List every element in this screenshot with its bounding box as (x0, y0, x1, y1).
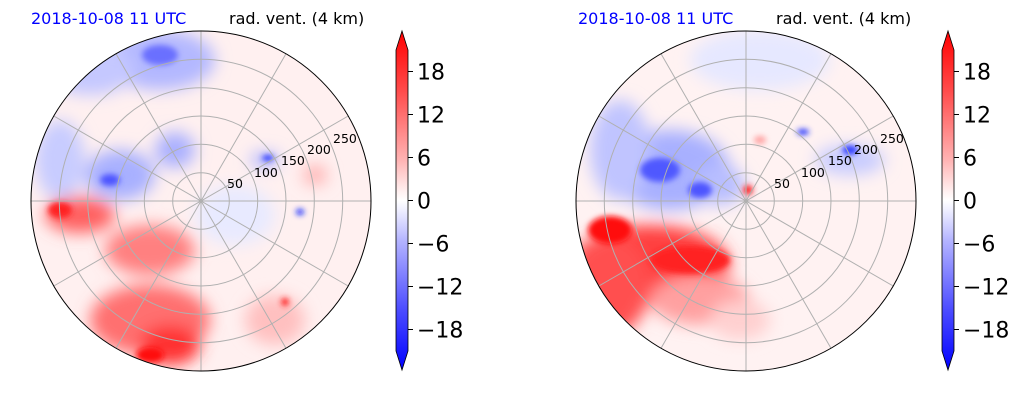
colorbar-tick-label: −12 (417, 276, 463, 301)
colorbar-tick-label: −6 (417, 233, 449, 258)
colorbar-tick-label: 12 (963, 104, 991, 129)
right-grid (576, 31, 916, 371)
right-contour-field (576, 31, 916, 371)
left-panel-title-date: 2018-10-08 11 UTC (31, 9, 186, 28)
left-plot-area: 50 100 150 200 250 (30, 30, 372, 372)
left-colorbar: 18 12 6 0 −6 −12 −18 (395, 29, 463, 372)
colorbar-tick-label: 12 (417, 104, 445, 129)
left-ring-label-150: 150 (281, 153, 305, 168)
right-panel-title-variable: rad. vent. (4 km) (776, 9, 911, 28)
right-plot-area: 50 100 150 200 250 (575, 30, 917, 372)
colorbar-tick-label: 6 (417, 147, 431, 172)
left-panel-title-variable: rad. vent. (4 km) (229, 9, 364, 28)
left-ring-labels: 50 100 150 200 250 (227, 131, 357, 191)
right-ring-label-250: 250 (880, 131, 904, 146)
right-ring-label-200: 200 (854, 142, 878, 157)
colorbar-tick-label: −18 (417, 319, 463, 344)
right-ring-label-150: 150 (828, 153, 852, 168)
right-panel-title-date: 2018-10-08 11 UTC (578, 9, 733, 28)
right-panel: 2018-10-08 11 UTC rad. vent. (4 km) (575, 9, 1009, 372)
colorbar-tick-label: −6 (963, 233, 995, 258)
colorbar-tick-label: 0 (417, 190, 431, 215)
colorbar-tick-label: −18 (963, 319, 1009, 344)
colorbar-tick-label: 6 (963, 147, 977, 172)
right-ring-labels: 50 100 150 200 250 (774, 131, 904, 191)
left-ring-label-100: 100 (254, 165, 278, 180)
colorbar-tick-label: 18 (417, 61, 445, 86)
left-colorbar-ticks: 18 12 6 0 −6 −12 −18 (408, 61, 463, 344)
left-grid (31, 31, 371, 371)
left-panel: 2018-10-08 11 UTC rad. vent. (4 km) (30, 9, 463, 372)
right-ring-label-50: 50 (774, 176, 790, 191)
left-ring-label-200: 200 (307, 142, 331, 157)
left-ring-label-250: 250 (333, 131, 357, 146)
colorbar-tick-label: −12 (963, 276, 1009, 301)
colorbar-tick-label: 18 (963, 61, 991, 86)
colorbar-tick-label: 0 (963, 190, 977, 215)
right-colorbar-ticks: 18 12 6 0 −6 −12 −18 (954, 61, 1009, 344)
right-ring-label-100: 100 (801, 165, 825, 180)
left-ring-label-50: 50 (227, 176, 243, 191)
right-colorbar: 18 12 6 0 −6 −12 −18 (941, 29, 1009, 372)
